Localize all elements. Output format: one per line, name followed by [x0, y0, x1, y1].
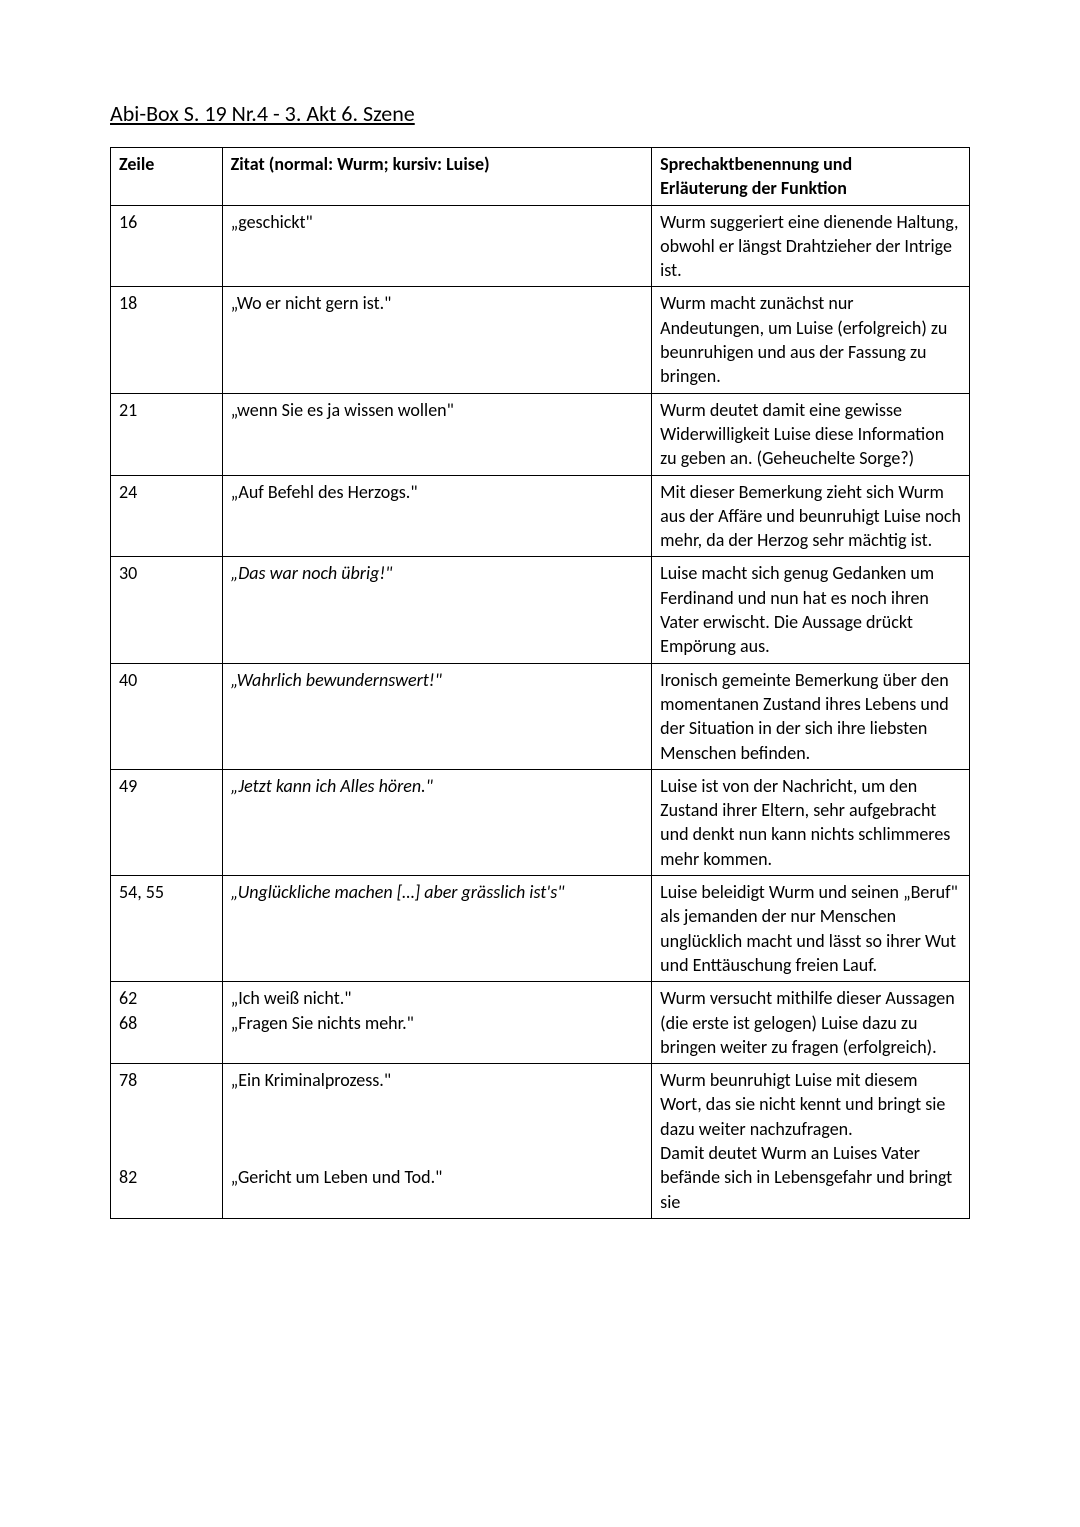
table-row: 21„wenn Sie es ja wissen wollen"Wurm deu…	[111, 393, 970, 475]
table-row: 16„geschickt"Wurm suggeriert eine dienen…	[111, 205, 970, 287]
cell-zeile: 40	[111, 663, 223, 769]
cell-zeile: 7882	[111, 1064, 223, 1219]
table-row: 6268„Ich weiß nicht."„Fragen Sie nichts …	[111, 982, 970, 1064]
cell-funktion: Ironisch gemeinte Bemerkung über den mom…	[652, 663, 970, 769]
cell-zeile: 49	[111, 769, 223, 875]
cell-funktion: Wurm beunruhigt Luise mit diesem Wort, d…	[652, 1064, 970, 1219]
cell-funktion: Wurm macht zunächst nur Andeutungen, um …	[652, 287, 970, 393]
cell-zitat: „Ich weiß nicht."„Fragen Sie nichts mehr…	[222, 982, 652, 1064]
cell-zeile: 30	[111, 557, 223, 663]
cell-funktion: Wurm versucht mithilfe dieser Aussagen (…	[652, 982, 970, 1064]
header-zeile: Zeile	[111, 148, 223, 206]
table-row: 40„Wahrlich bewundernswert!"Ironisch gem…	[111, 663, 970, 769]
analysis-table: Zeile Zitat (normal: Wurm; kursiv: Luise…	[110, 147, 970, 1219]
table-row: 24„Auf Befehl des Herzogs."Mit dieser Be…	[111, 475, 970, 557]
cell-zeile: 18	[111, 287, 223, 393]
cell-zitat: „Wo er nicht gern ist."	[222, 287, 652, 393]
cell-funktion: Wurm suggeriert eine dienende Haltung, o…	[652, 205, 970, 287]
table-row: 7882„Ein Kriminalprozess."„Gericht um Le…	[111, 1064, 970, 1219]
cell-zitat: „Jetzt kann ich Alles hören."	[222, 769, 652, 875]
cell-funktion: Luise macht sich genug Gedanken um Ferdi…	[652, 557, 970, 663]
cell-funktion: Luise ist von der Nachricht, um den Zust…	[652, 769, 970, 875]
cell-zitat: „Das war noch übrig!"	[222, 557, 652, 663]
table-row: 30„Das war noch übrig!"Luise macht sich …	[111, 557, 970, 663]
header-zitat: Zitat (normal: Wurm; kursiv: Luise)	[222, 148, 652, 206]
cell-funktion: Mit dieser Bemerkung zieht sich Wurm aus…	[652, 475, 970, 557]
cell-zeile: 21	[111, 393, 223, 475]
page-title: Abi-Box S. 19 Nr.4 - 3. Akt 6. Szene	[110, 100, 970, 127]
table-row: 54, 55„Unglückliche machen […] aber gräs…	[111, 876, 970, 982]
cell-funktion: Luise beleidigt Wurm und seinen „Beruf" …	[652, 876, 970, 982]
table-row: 49„Jetzt kann ich Alles hören."Luise ist…	[111, 769, 970, 875]
header-funktion: Sprechaktbenennung und Erläuterung der F…	[652, 148, 970, 206]
cell-zitat: „Ein Kriminalprozess."„Gericht um Leben …	[222, 1064, 652, 1219]
cell-zeile: 54, 55	[111, 876, 223, 982]
cell-zeile: 6268	[111, 982, 223, 1064]
cell-zeile: 16	[111, 205, 223, 287]
cell-zitat: „wenn Sie es ja wissen wollen"	[222, 393, 652, 475]
cell-funktion: Wurm deutet damit eine gewisse Widerwill…	[652, 393, 970, 475]
table-header-row: Zeile Zitat (normal: Wurm; kursiv: Luise…	[111, 148, 970, 206]
cell-zitat: „Auf Befehl des Herzogs."	[222, 475, 652, 557]
cell-zeile: 24	[111, 475, 223, 557]
cell-zitat: „Wahrlich bewundernswert!"	[222, 663, 652, 769]
cell-zitat: „Unglückliche machen […] aber grässlich …	[222, 876, 652, 982]
table-row: 18„Wo er nicht gern ist."Wurm macht zunä…	[111, 287, 970, 393]
cell-zitat: „geschickt"	[222, 205, 652, 287]
